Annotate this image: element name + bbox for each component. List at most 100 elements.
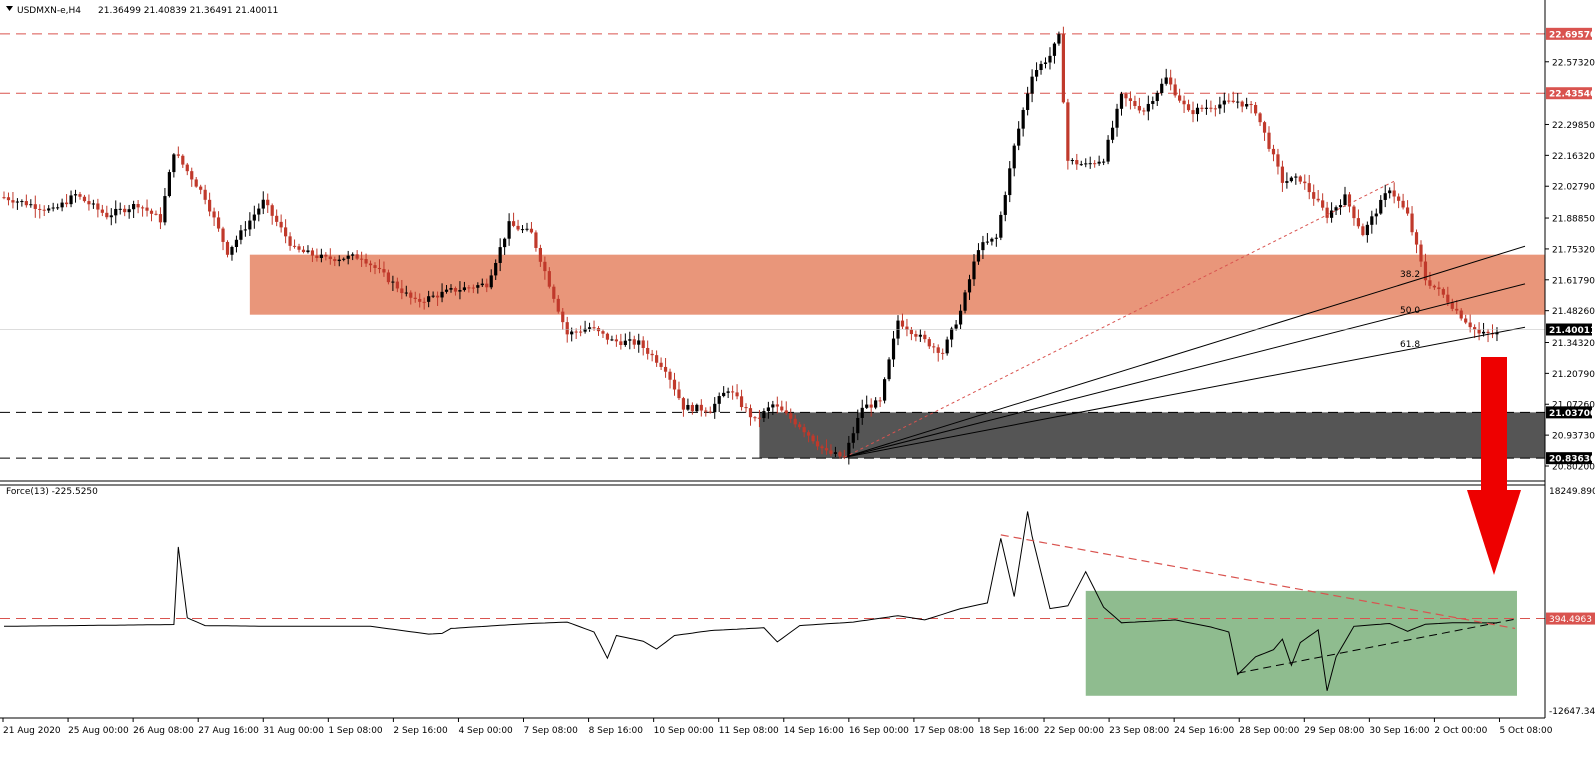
candle-bear — [547, 271, 551, 287]
candle-bull — [771, 404, 775, 408]
candle-bear — [194, 179, 198, 187]
candle-bear — [2, 197, 6, 199]
candle-bear — [820, 446, 824, 449]
candle-bear — [1191, 110, 1195, 115]
candle-bear — [1468, 322, 1472, 328]
force-trend-line — [1000, 534, 1516, 630]
time-label-23: 5 Oct 08:00 — [1499, 726, 1552, 736]
candle-bull — [1151, 101, 1155, 104]
price-tick-20.80200: 20.80200 — [1552, 463, 1595, 473]
candle-bear — [744, 407, 748, 409]
price-tick-21.61790: 21.61790 — [1552, 276, 1595, 286]
candle-bear — [24, 201, 28, 206]
candle-bull — [525, 228, 529, 230]
candle-bear — [1178, 95, 1182, 101]
candle-bear — [216, 217, 221, 229]
candle-bear — [878, 400, 882, 402]
candle-bull — [458, 290, 462, 292]
candle-bear — [292, 245, 297, 247]
level-tag-21.03700 — [1546, 406, 1592, 419]
candle-bull — [1495, 332, 1499, 335]
candle-bear — [780, 406, 784, 411]
candle-bull — [1155, 92, 1159, 102]
candle-bull — [1222, 100, 1226, 105]
candle-bear — [176, 154, 180, 156]
candle-bear — [471, 287, 475, 289]
candle-bull — [1106, 139, 1110, 162]
candle-bear — [900, 320, 905, 327]
candle-bear — [422, 301, 426, 303]
candle-bear — [1410, 213, 1414, 233]
force-axis-top: 18249.8901 — [1549, 487, 1595, 497]
candle-bear — [1227, 100, 1231, 102]
candle-bear — [905, 326, 909, 330]
candle-bear — [1325, 207, 1329, 218]
candle-bear — [923, 334, 927, 340]
candle-bear — [1405, 207, 1410, 214]
candle-bear — [1169, 77, 1173, 85]
candle-bear — [798, 424, 802, 428]
candle-bull — [248, 220, 252, 230]
candle-bull — [1338, 205, 1343, 208]
candle-bull — [507, 221, 511, 239]
candle-bull — [109, 215, 113, 218]
candle-bear — [1142, 110, 1146, 112]
fib-fan-line-1 — [844, 283, 1526, 458]
candle-bear — [199, 186, 203, 190]
candle-bear — [1392, 190, 1396, 197]
candle-bear — [158, 214, 163, 223]
candle-bull — [346, 255, 350, 259]
candle-bull — [69, 195, 73, 205]
candle-bull — [391, 281, 395, 283]
candle-bear — [784, 410, 788, 414]
candle-bear — [538, 247, 542, 262]
resistance-zone — [249, 254, 1545, 315]
candle-bear — [793, 418, 797, 425]
price-tick-22.57320: 22.57320 — [1552, 58, 1595, 68]
collapse-triangle-icon[interactable] — [6, 6, 13, 11]
candle-bear — [735, 392, 739, 397]
candle-bull — [56, 207, 60, 209]
candle-bull — [1039, 63, 1043, 71]
candle-bull — [1370, 216, 1374, 225]
candle-bear — [1307, 183, 1311, 193]
fib-fan-line-0 — [844, 245, 1526, 458]
candle-bull — [1236, 101, 1240, 103]
candle-bull — [15, 201, 20, 203]
fib-label-50.0: 50.0 — [1400, 306, 1420, 316]
candle-bull — [1097, 161, 1101, 164]
candle-bear — [552, 286, 556, 299]
force-level-tag — [1546, 612, 1595, 625]
candle-bear — [279, 221, 283, 228]
time-label-3: 27 Aug 16:00 — [198, 726, 259, 736]
time-label-14: 17 Sep 08:00 — [914, 726, 974, 736]
candle-bear — [190, 171, 194, 180]
candle-bull — [1057, 34, 1061, 44]
candle-bear — [1209, 107, 1213, 109]
candle-bear — [1352, 206, 1356, 219]
candle-bear — [123, 208, 127, 213]
candle-bull — [118, 208, 122, 210]
candle-bear — [815, 441, 820, 447]
candle-bull — [1388, 190, 1392, 194]
candle-bear — [731, 391, 735, 393]
fib-fan-line-2 — [844, 326, 1526, 458]
candle-bull — [449, 288, 453, 290]
candle-bear — [1231, 100, 1235, 103]
time-label-17: 23 Sep 08:00 — [1109, 726, 1169, 736]
candle-bear — [614, 339, 618, 342]
candle-bull — [860, 407, 864, 418]
candle-bear — [789, 413, 793, 419]
price-tick-21.03700: 21.03700 — [1549, 409, 1595, 419]
candle-bull — [444, 289, 449, 292]
candle-bull — [1329, 210, 1334, 218]
candle-bear — [646, 347, 650, 354]
candle-bull — [1289, 177, 1293, 182]
candle-bull — [1481, 331, 1486, 334]
candle-bull — [404, 292, 408, 294]
candle-bear — [601, 331, 605, 334]
time-label-20: 29 Sep 08:00 — [1304, 726, 1364, 736]
candle-bear — [208, 199, 212, 212]
candle-bull — [60, 202, 64, 208]
